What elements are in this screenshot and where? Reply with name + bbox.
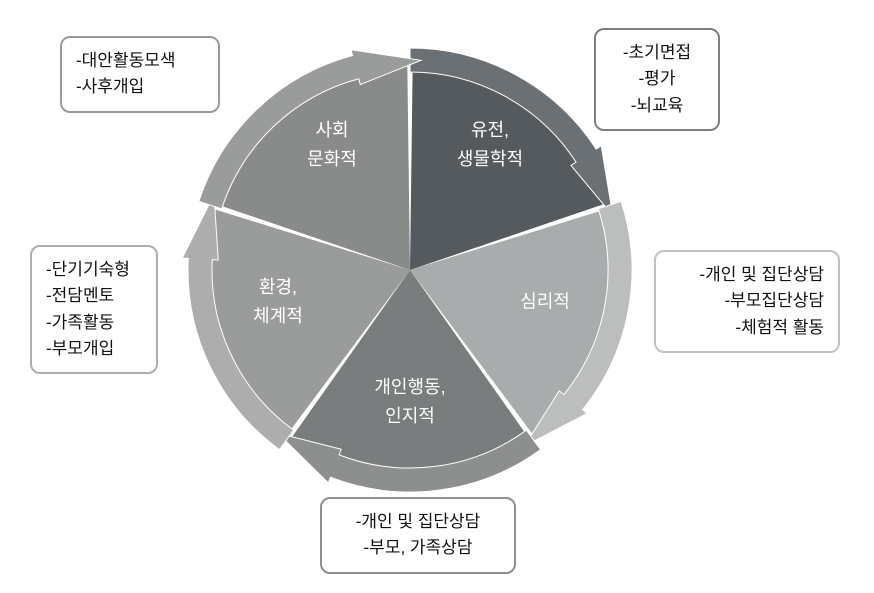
- callout-item: -개인 및 집단상담: [670, 262, 824, 288]
- callout-social-cultural: -대안활동모색-사후개입: [60, 36, 220, 113]
- callout-genetic-biological: -초기면접-평가-뇌교육: [594, 28, 720, 131]
- callout-item: -체험적 활동: [670, 315, 824, 341]
- callout-item: -부모, 가족상담: [336, 535, 500, 561]
- callout-item: -대안활동모색: [76, 48, 204, 74]
- callout-item: -뇌교육: [610, 93, 704, 119]
- callout-item: -초기면접: [610, 40, 704, 66]
- callout-item: -평가: [610, 66, 704, 92]
- callout-item: -부모집단상담: [670, 288, 824, 314]
- callout-item: -전담멘토: [46, 283, 142, 309]
- callout-personal-behavior-cognitive: -개인 및 집단상담-부모, 가족상담: [320, 497, 516, 574]
- callout-psychological: -개인 및 집단상담-부모집단상담-체험적 활동: [654, 250, 840, 353]
- callout-item: -사후개입: [76, 74, 204, 100]
- callout-environmental-systemic: -단기기숙형-전담멘토-가족활동-부모개입: [30, 245, 158, 374]
- diagram-stage: 유전,생물학적심리적개인행동,인지적환경,체계적사회문화적 -초기면접-평가-뇌…: [0, 0, 874, 593]
- callout-item: -가족활동: [46, 310, 142, 336]
- callout-item: -단기기숙형: [46, 257, 142, 283]
- callout-item: -부모개입: [46, 336, 142, 362]
- callout-item: -개인 및 집단상담: [336, 509, 500, 535]
